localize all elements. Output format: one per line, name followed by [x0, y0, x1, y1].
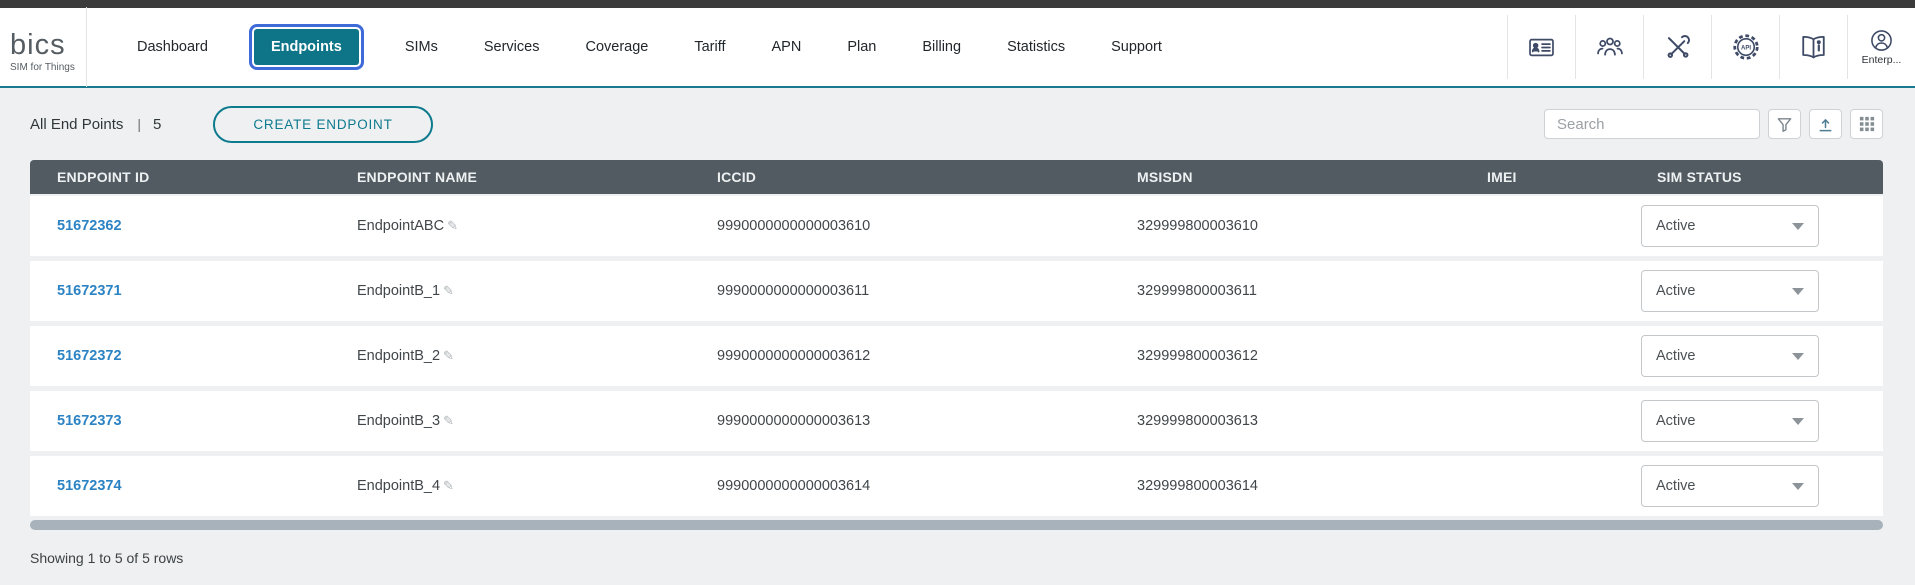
- msisdn-cell: 329999800003613: [1137, 413, 1258, 429]
- endpoint-id-link[interactable]: 51672374: [57, 478, 122, 494]
- endpoint-name-text: EndpointB_1: [357, 283, 441, 299]
- table-body: 51672362 EndpointABC ✎ 999000000000000361…: [30, 196, 1883, 516]
- nav-item-coverage[interactable]: Coverage: [585, 39, 649, 55]
- team-icon[interactable]: [1575, 15, 1643, 79]
- nav-item-plan[interactable]: Plan: [847, 39, 877, 55]
- grid-view-icon[interactable]: [1850, 109, 1883, 139]
- brand-logo-subtext: SIM for Things: [10, 62, 75, 73]
- endpoint-id-link[interactable]: 51672373: [57, 413, 122, 429]
- table-row: 51672372 EndpointB_2 ✎ 999000000000000361…: [30, 326, 1883, 386]
- search-input[interactable]: [1544, 109, 1760, 139]
- create-endpoint-button[interactable]: CREATE ENDPOINT: [213, 105, 433, 143]
- id-card-icon[interactable]: [1507, 15, 1575, 79]
- edit-name-pencil-icon[interactable]: ✎: [443, 283, 454, 298]
- sim-status-dropdown[interactable]: Active: [1641, 400, 1819, 442]
- nav-item-services[interactable]: Services: [483, 39, 540, 55]
- edit-name-pencil-icon[interactable]: ✎: [443, 348, 454, 363]
- window-top-strip: [0, 0, 1915, 8]
- msisdn-cell: 329999800003612: [1137, 348, 1258, 364]
- iccid-cell: 9990000000000003613: [717, 413, 871, 429]
- table-row: 51672374 EndpointB_4 ✎ 999000000000000361…: [30, 456, 1883, 516]
- profile-label: Enterp...: [1861, 54, 1902, 66]
- edit-name-pencil-icon[interactable]: ✎: [443, 478, 454, 493]
- iccid-cell: 9990000000000003614: [717, 478, 871, 494]
- endpoint-id-link[interactable]: 51672371: [57, 283, 122, 299]
- column-header-imei: IMEI: [1487, 169, 1517, 185]
- msisdn-cell: 329999800003614: [1137, 478, 1258, 494]
- export-icon[interactable]: [1809, 109, 1842, 139]
- nav-item-dashboard[interactable]: Dashboard: [137, 39, 208, 55]
- sim-status-value: Active: [1656, 348, 1696, 364]
- enterprise-profile-icon[interactable]: Enterp...: [1847, 15, 1915, 79]
- sim-status-value: Active: [1656, 413, 1696, 429]
- endpoint-name-text: EndpointB_2: [357, 348, 441, 364]
- column-header-endpoint-id: ENDPOINT ID: [57, 169, 150, 185]
- chevron-down-icon: [1792, 417, 1804, 425]
- nav-item-endpoints[interactable]: Endpoints: [248, 24, 364, 70]
- main-header: bics SIM for Things Dashboard Endpoints …: [0, 7, 1915, 88]
- table-row: 51672373 EndpointB_3 ✎ 999000000000000361…: [30, 391, 1883, 451]
- sim-status-value: Active: [1656, 478, 1696, 494]
- edit-name-pencil-icon[interactable]: ✎: [443, 413, 454, 428]
- sim-status-dropdown[interactable]: Active: [1641, 335, 1819, 377]
- title-separator: |: [137, 116, 142, 132]
- endpoint-count: 5: [153, 115, 162, 133]
- endpoint-name-text: EndpointB_3: [357, 413, 441, 429]
- nav-item-apn[interactable]: APN: [771, 39, 802, 55]
- edit-name-pencil-icon[interactable]: ✎: [447, 218, 458, 233]
- endpoints-table: ENDPOINT ID ENDPOINT NAME ICCID MSISDN I…: [30, 160, 1883, 530]
- nav-item-statistics[interactable]: Statistics: [1007, 39, 1066, 55]
- column-header-iccid: ICCID: [717, 169, 757, 185]
- brand-logo: bics SIM for Things: [0, 7, 87, 87]
- brand-logo-text: bics: [10, 29, 66, 61]
- api-gear-icon[interactable]: API: [1711, 15, 1779, 79]
- tools-icon[interactable]: [1643, 15, 1711, 79]
- sim-status-dropdown[interactable]: Active: [1641, 465, 1819, 507]
- iccid-cell: 9990000000000003610: [717, 218, 871, 234]
- iccid-cell: 9990000000000003611: [717, 283, 870, 299]
- msisdn-cell: 329999800003611: [1137, 283, 1257, 299]
- sim-status-value: Active: [1656, 218, 1696, 234]
- endpoint-name-text: EndpointB_4: [357, 478, 441, 494]
- nav-item-billing[interactable]: Billing: [922, 39, 962, 55]
- svg-text:API: API: [1740, 45, 1750, 51]
- page-title: All End Points: [30, 115, 124, 133]
- header-icon-bar: API Enterp...: [1507, 7, 1915, 87]
- table-row: 51672371 EndpointB_1 ✎ 999000000000000361…: [30, 261, 1883, 321]
- table-row: 51672362 EndpointABC ✎ 999000000000000361…: [30, 196, 1883, 256]
- horizontal-scrollbar[interactable]: [30, 520, 1883, 530]
- sim-status-dropdown[interactable]: Active: [1641, 270, 1819, 312]
- nav-item-tariff[interactable]: Tariff: [694, 39, 726, 55]
- iccid-cell: 9990000000000003612: [717, 348, 871, 364]
- msisdn-cell: 329999800003610: [1137, 218, 1258, 234]
- main-nav: Dashboard Endpoints SIMs Services Covera…: [137, 24, 1162, 70]
- table-header-row: ENDPOINT ID ENDPOINT NAME ICCID MSISDN I…: [30, 160, 1883, 194]
- endpoint-name-text: EndpointABC: [357, 218, 445, 234]
- chevron-down-icon: [1792, 287, 1804, 295]
- chevron-down-icon: [1792, 222, 1804, 230]
- endpoint-id-link[interactable]: 51672362: [57, 218, 122, 234]
- column-header-sim-status: SIM STATUS: [1657, 169, 1742, 185]
- chevron-down-icon: [1792, 482, 1804, 490]
- showing-rows-text: Showing 1 to 5 of 5 rows: [30, 550, 184, 566]
- nav-item-support[interactable]: Support: [1111, 39, 1162, 55]
- filter-icon[interactable]: [1768, 109, 1801, 139]
- nav-item-sims[interactable]: SIMs: [404, 39, 438, 55]
- endpoint-id-link[interactable]: 51672372: [57, 348, 122, 364]
- chevron-down-icon: [1792, 352, 1804, 360]
- endpoints-toolbar: All End Points | 5 CREATE ENDPOINT: [30, 105, 1883, 143]
- column-header-msisdn: MSISDN: [1137, 169, 1193, 185]
- sim-status-dropdown[interactable]: Active: [1641, 205, 1819, 247]
- sim-status-value: Active: [1656, 283, 1696, 299]
- column-header-endpoint-name: ENDPOINT NAME: [357, 169, 478, 185]
- documentation-book-icon[interactable]: [1779, 15, 1847, 79]
